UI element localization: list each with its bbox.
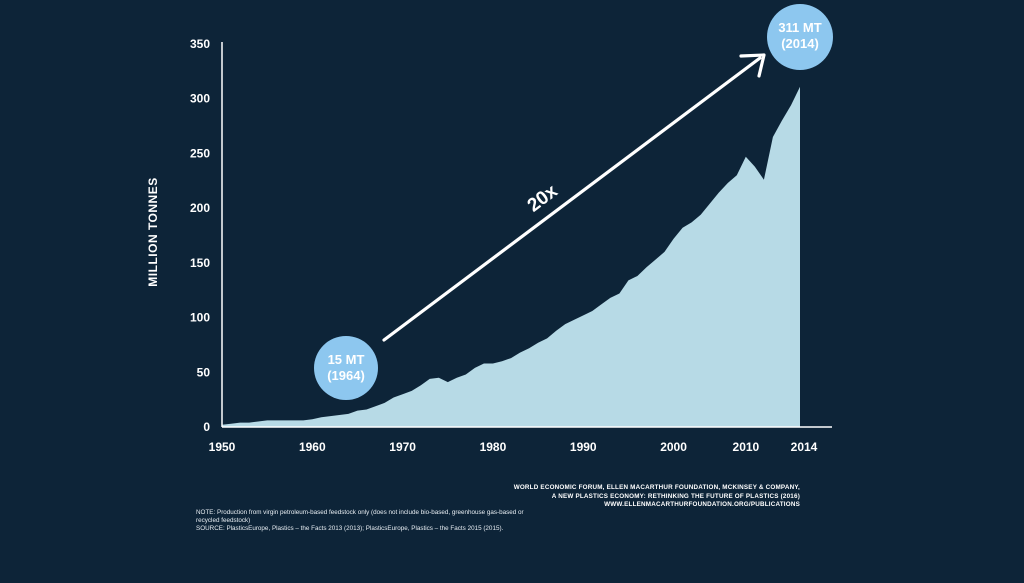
x-tick-label: 1960 [299,440,326,454]
x-tick-label: 2014 [791,440,818,454]
y-tick-label: 0 [203,420,210,434]
axes-layer [221,42,832,428]
end-bubble [767,4,833,70]
start-bubble-value: 15 MT [328,352,365,367]
source-credits: WORLD ECONOMIC FORUM, ELLEN MACARTHUR FO… [514,484,800,510]
production-area [222,86,800,427]
y-tick-label: 300 [190,92,210,106]
credits-line-1: WORLD ECONOMIC FORUM, ELLEN MACARTHUR FO… [513,484,800,491]
start-bubble-year: (1964) [327,368,365,383]
source-text: SOURCE: PlasticsEurope, Plastics – the F… [196,525,504,532]
y-tick-label: 200 [190,201,210,215]
x-tick-label: 2000 [660,440,687,454]
x-tick-label: 1990 [570,440,597,454]
start-bubble [314,336,378,400]
area-layer [222,86,800,427]
x-tick-label: 1970 [389,440,416,454]
y-axis-label: MILLION TONNES [146,177,160,286]
growth-arrow-line [382,56,762,342]
end-bubble-value: 311 MT [778,20,821,35]
end-bubble-year: (2014) [781,36,819,51]
credits-line-2: A NEW PLASTICS ECONOMY: RETHINKING THE F… [551,492,800,500]
chart-notes: NOTE: Production from virgin petroleum-b… [196,509,536,533]
x-tick-label: 2010 [733,440,760,454]
ticks-layer: 0 50 100 150 200 250 300 350 1950 1960 1970 1980 199… [190,37,818,454]
x-tick-label: 1950 [209,440,236,454]
x-tick-label: 1980 [480,440,507,454]
y-tick-label: 100 [190,311,210,325]
y-tick-label: 250 [190,146,210,160]
y-tick-label: 350 [190,37,210,51]
credits-line-3: WWW.ELLENMACARTHURFOUNDATION.ORG/PUBLICA… [604,501,800,508]
y-tick-label: 150 [190,256,210,270]
note-text: NOTE: Production from virgin petroleum-b… [196,509,524,524]
y-tick-label: 50 [197,365,211,379]
growth-arrow-head [739,53,766,78]
